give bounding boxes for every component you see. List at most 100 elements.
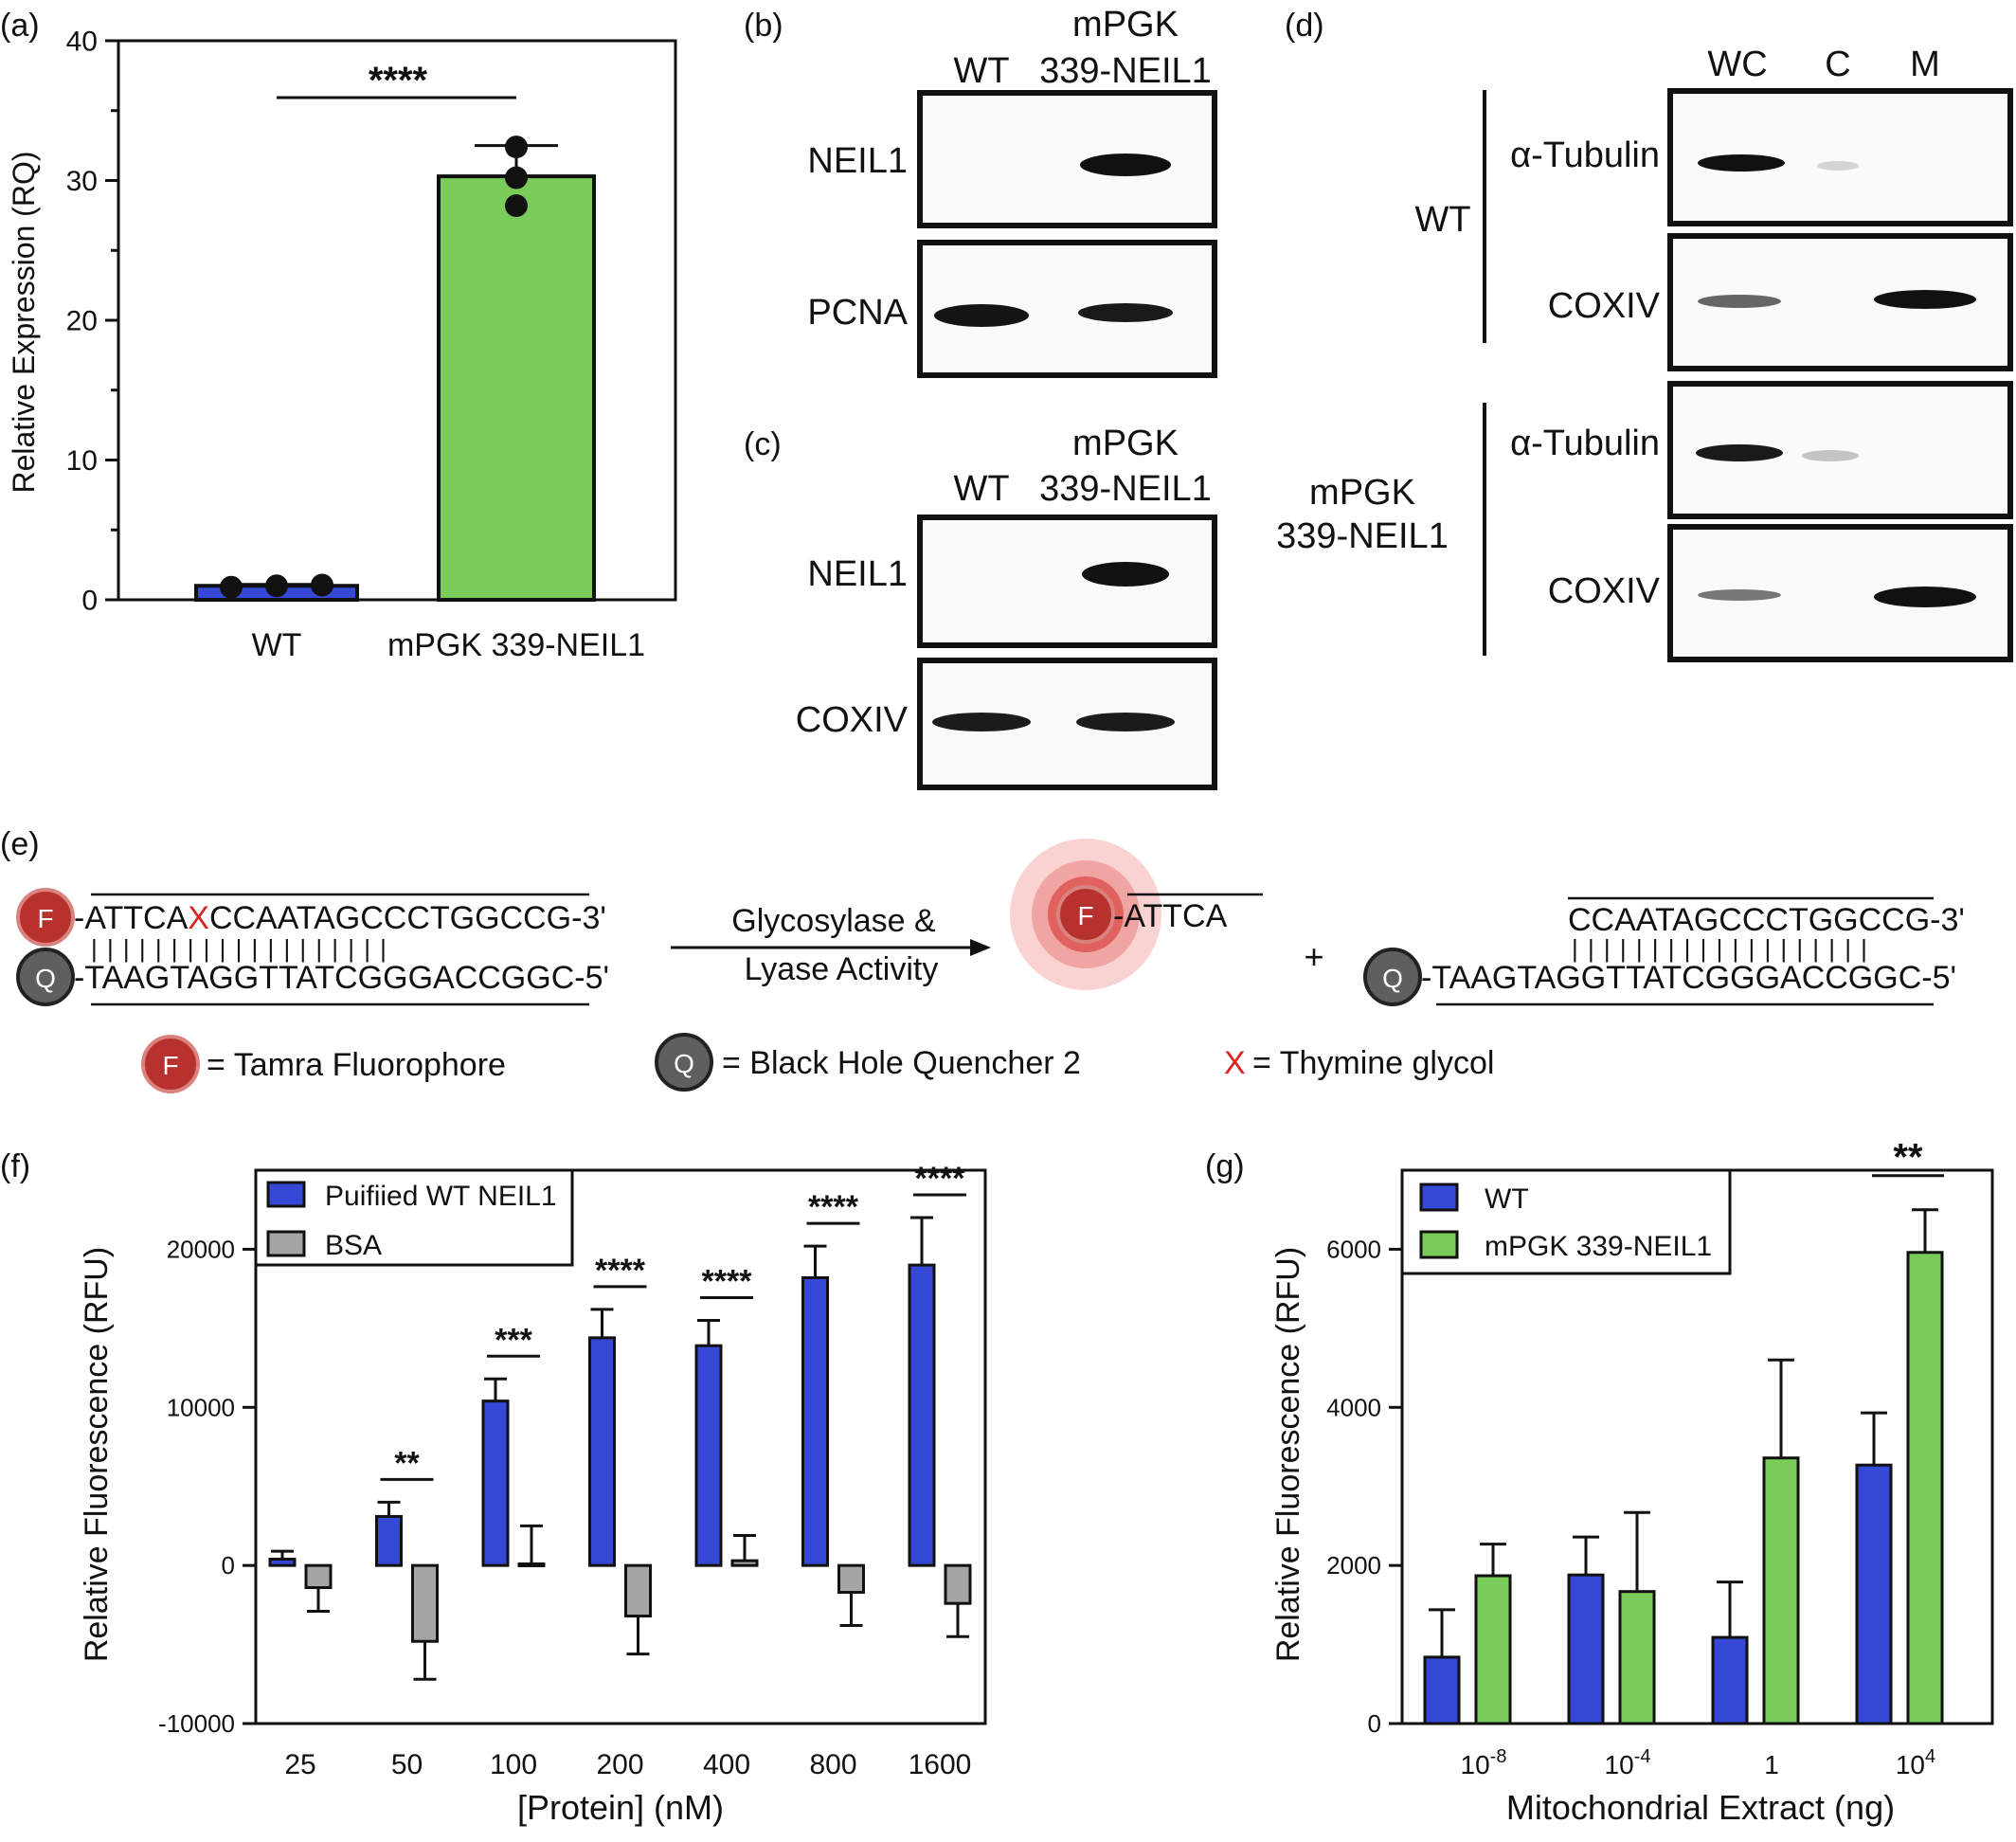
bar [517,1562,546,1567]
plus-sign: + [1304,937,1323,976]
blot-d-band-tubulin-wt-wc [1698,154,1785,172]
chart-g-xlabel: Mitochondrial Extract (ng) [1506,1788,1895,1827]
blot-d-band-tubulin-mpgk-c [1802,450,1859,461]
blot-d-band-coxiv-wt-wc [1698,295,1781,308]
legend-fluorophore-letter: F [162,1051,178,1080]
y-tick-label: 0 [1368,1709,1381,1738]
chart-f-legend-label-bsa: BSA [325,1230,382,1261]
chart-g-x-ticks: 10-8 10-4 1 104 [1461,1746,1936,1779]
x-tick-label: 100 [490,1749,537,1780]
released-fluorophore-icon [1056,885,1115,944]
panel-d: (d) WC C M WT mPGK 339-NEIL1 α-Tubulin C… [1276,8,2013,662]
blot-d-band-coxiv-mpgk-wc [1698,589,1781,601]
chart-f-legend-swatch-bsa [266,1230,306,1257]
y-tick-label: 2000 [1326,1551,1381,1580]
substrate-base-pair-ticks: ||||||||||||||||||| [91,934,396,963]
bar [481,1400,510,1567]
legend-x-text: = Thymine glycol [1252,1045,1494,1081]
blot-d-group-mpgk-2: 339-NEIL1 [1276,516,1449,556]
blot-b-membrane-neil1 [917,90,1217,228]
arrow-label-1: Glycosylase & [731,903,936,939]
fluorophore-letter: F [37,904,53,933]
chart-g-legend-label-mpgk: mPGK 339-NEIL1 [1485,1231,1712,1262]
chart-f-bars: ********* ************ [268,1161,972,1681]
data-point [220,575,243,599]
chart-g-legend-swatch-mpgk [1419,1230,1459,1259]
x-tick-exponent: 4 [1925,1746,1935,1767]
legend-x-symbol: X [1224,1045,1246,1081]
blot-b-col-mpgk-2: 339-NEIL1 [1039,51,1212,91]
data-point [505,166,528,190]
y-tick-label: 10 [66,445,98,477]
bar [1423,1655,1461,1725]
bar [588,1336,616,1567]
blot-d-col-wc: WC [1707,45,1767,84]
blot-c-col-wt: WT [953,469,1009,509]
blot-b-row-neil1: NEIL1 [807,141,908,181]
bar [304,1563,333,1590]
panel-label-f: (f) [0,1148,30,1184]
sig-stars: **** [915,1161,966,1197]
data-point [265,574,288,598]
chart-f-legend: Puifiied WT NEIL1 BSA [254,1168,574,1267]
blot-b-col-wt: WT [953,51,1009,91]
chart-a-xtick-wt: WT [252,627,302,663]
y-tick-label: 4000 [1326,1393,1381,1421]
x-tick-exponent: -8 [1490,1746,1507,1767]
product-2-top-strand: CCAATAGCCCTGGCCG-3' [1568,902,1965,938]
panel-label-g: (g) [1205,1148,1245,1184]
chart-a-sig-stars: **** [369,60,428,101]
blot-d-row-coxiv-wt: COXIV [1548,286,1661,326]
legend-fluorophore-text: = Tamra Fluorophore [207,1047,506,1083]
y-tick-label: 0 [222,1551,235,1580]
panel-label-e: (e) [0,826,40,862]
blot-c-band-coxiv-wt [932,713,1031,731]
arrow-head-icon [970,939,991,956]
bar [268,1557,297,1567]
bar [908,1263,936,1567]
chart-f-legend-box [254,1168,574,1267]
panel-label-c: (c) [744,426,782,462]
sig-stars: ** [1893,1137,1923,1179]
blot-d-group-mpgk-1: mPGK [1309,473,1415,513]
x-tick-label: 400 [703,1749,750,1780]
panel-b: (b) WT mPGK 339-NEIL1 NEIL1 PCNA [744,5,1217,378]
panel-label-b: (b) [744,8,783,44]
blot-b-band-pcna-wt [934,304,1029,327]
panel-label-d: (d) [1285,8,1324,44]
blot-c-col-mpgk-1: mPGK [1072,424,1179,463]
chart-f-frame [254,1168,987,1725]
product-2-base-pair-ticks: ||||||||||||||||||| [1572,934,1877,963]
blot-b-band-neil1-mpgk [1080,154,1171,176]
x-tick-label: 1 [1764,1750,1779,1779]
blot-d-col-c: C [1825,45,1850,84]
y-tick-label: 10000 [167,1393,235,1421]
quencher-letter: Q [35,964,56,993]
blot-c-band-neil1-mpgk [1082,562,1169,587]
y-tick-label: 30 [66,166,98,197]
chart-a-xtick-mpgk: mPGK 339-NEIL1 [387,627,645,663]
chart-a-bars [194,135,596,602]
chart-f-xlabel: [Protein] (nM) [517,1788,724,1827]
panel-c: (c) WT mPGK 339-NEIL1 NEIL1 COXIV [744,424,1217,790]
blot-c-col-mpgk-2: 339-NEIL1 [1039,469,1212,509]
bar [801,1275,829,1567]
legend-quencher-icon [655,1033,713,1092]
substrate-bottom-strand: -TAAGTAGGTTATCGGGACCGGC-5' [74,960,609,996]
y-tick-label: 20000 [167,1236,235,1264]
chart-f-x-ticks: 25 50 100 200 400 800 1600 [284,1749,971,1780]
chart-g-legend: WT mPGK 339-NEIL1 [1400,1168,1732,1275]
bar [624,1563,652,1618]
chart-f-ylabel: Relative Fluorescence (RFU) [79,1247,115,1662]
sig-stars: *** [495,1322,532,1358]
x-tick-label: 25 [284,1749,315,1780]
bar [1762,1456,1800,1725]
blot-c-row-neil1: NEIL1 [807,554,908,594]
y-tick-label: 20 [66,306,98,337]
chart-g-ylabel: Relative Fluorescence (RFU) [1270,1247,1306,1662]
blot-d-band-coxiv-wt-m [1874,290,1976,309]
chart-g-bars: ** [1423,1137,1944,1725]
x-tick-exponent: -4 [1634,1746,1651,1767]
bar [1567,1573,1605,1725]
legend-fluorophore-icon [141,1035,200,1093]
